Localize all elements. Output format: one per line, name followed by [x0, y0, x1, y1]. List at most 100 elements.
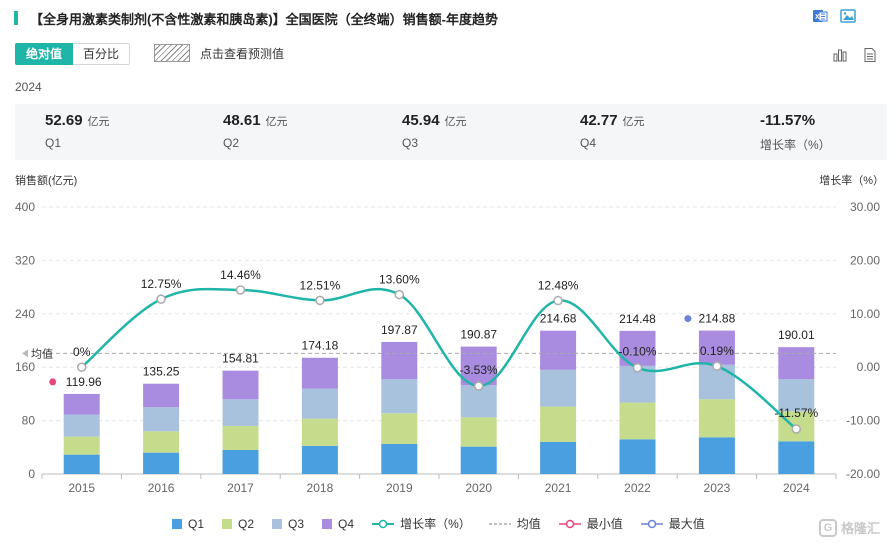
y-tick-label: 320: [15, 253, 35, 267]
y2-tick-label: -20.00: [846, 467, 880, 481]
bar-q4: [381, 341, 418, 380]
chart-title: 【全身用激素类制剂(不含性激素和胰岛素)】全国医院（全终端）销售额-年度趋势: [30, 11, 498, 27]
legend-q3[interactable]: Q3: [272, 517, 304, 531]
x-tick-label: 2021: [545, 481, 572, 495]
value-mode-toggle: 绝对值 百分比: [15, 43, 131, 65]
growth-label: 12.51%: [300, 278, 341, 292]
summary-unit: 亿元: [622, 116, 645, 128]
view-switcher: [832, 47, 878, 63]
y-axis-title: 销售额(亿元): [15, 175, 78, 187]
bar-q2: [698, 399, 735, 438]
bar-q2: [619, 402, 656, 440]
bar-q4: [222, 370, 259, 400]
bar-q1: [778, 441, 815, 474]
forecast-label: 点击查看预测值: [200, 46, 285, 61]
summary-growth: -11.57% 增长率（%）: [760, 112, 831, 153]
bar-q2: [540, 406, 577, 442]
legend-average[interactable]: 均值: [488, 515, 541, 532]
percentage-button[interactable]: 百分比: [73, 43, 131, 65]
total-label: 154.81: [222, 352, 259, 366]
y-tick-label: 80: [22, 414, 36, 428]
bar-q3: [301, 388, 338, 419]
bar-q1: [540, 441, 577, 474]
summary-value: 45.94: [402, 112, 440, 129]
growth-point: [712, 361, 722, 371]
legend-min[interactable]: 最小值: [558, 515, 623, 532]
x-tick-label: 2017: [227, 481, 254, 495]
summary-year: 2024: [15, 80, 42, 94]
bar-q1: [698, 437, 735, 474]
bar-q2: [143, 431, 180, 453]
bar-q4: [778, 347, 815, 380]
legend-min-swatch: [558, 519, 581, 528]
growth-point: [76, 362, 87, 372]
y2-tick-label: 10.00: [850, 307, 880, 321]
growth-point: [315, 295, 325, 306]
y-tick-label: 0: [28, 467, 35, 481]
legend-label: 最大值: [668, 517, 705, 531]
bar-q2: [460, 417, 497, 447]
growth-label: 12.48%: [538, 279, 579, 293]
legend-q1[interactable]: Q1: [172, 517, 204, 531]
forecast-hatch-icon: [154, 44, 190, 62]
legend-label: Q2: [238, 516, 255, 531]
title-actions: X: [812, 8, 856, 24]
growth-point: [235, 285, 246, 295]
total-label: 190.87: [460, 328, 497, 342]
legend-swatch: [222, 518, 233, 529]
excel-export-icon[interactable]: X: [812, 8, 828, 24]
bar-q3: [63, 414, 100, 437]
bar-chart-view-icon[interactable]: [832, 47, 848, 63]
legend-growth[interactable]: 增长率（%）: [372, 515, 471, 532]
summary-q3: 45.94 亿元 Q3: [402, 112, 467, 150]
forecast-toggle[interactable]: 点击查看预测值: [154, 44, 284, 62]
legend-label: Q1: [188, 516, 205, 531]
bar-q3: [143, 407, 180, 432]
bar-q1: [63, 454, 100, 474]
bar-q1: [381, 443, 418, 474]
total-label: 135.25: [143, 365, 180, 379]
growth-label: 0%: [73, 345, 91, 359]
growth-point: [473, 381, 484, 391]
average-label: 均值: [31, 347, 53, 360]
y-tick-label: 160: [15, 360, 35, 374]
bar-q4: [540, 330, 577, 370]
x-tick-label: 2023: [704, 481, 731, 495]
legend-label: Q4: [338, 516, 355, 531]
absolute-value-button[interactable]: 绝对值: [15, 43, 74, 65]
growth-label: 0.19%: [700, 344, 734, 358]
y2-axis-title: 增长率（%）: [819, 175, 884, 187]
total-label: 190.01: [778, 328, 815, 342]
bar-q3: [381, 379, 418, 414]
svg-text:X: X: [815, 14, 820, 21]
summary-value: 48.61: [223, 112, 261, 129]
x-tick-label: 2020: [465, 481, 492, 495]
total-label: 214.68: [540, 312, 577, 326]
legend-q2[interactable]: Q2: [222, 517, 254, 531]
total-label: 174.18: [302, 339, 339, 353]
bar-q2: [63, 436, 100, 455]
bar-q1: [143, 452, 180, 474]
legend-max-swatch: [640, 519, 663, 528]
legend-max[interactable]: 最大值: [640, 515, 705, 532]
table-view-icon[interactable]: [862, 47, 878, 63]
growth-point: [394, 289, 405, 300]
x-tick-label: 2024: [783, 481, 810, 495]
legend-q4[interactable]: Q4: [322, 517, 354, 531]
bar-q1: [222, 449, 259, 474]
watermark-text: 格隆汇: [840, 521, 880, 536]
sales-trend-chart: 0 80 160 240 320 400 -20.00 -10.00 0.00 10.00 20.0…: [15, 200, 880, 495]
growth-label: 12.75%: [141, 277, 182, 291]
watermark: G 格隆汇: [818, 518, 880, 537]
summary-q4: 42.77 亿元 Q4: [580, 112, 645, 150]
image-export-icon[interactable]: [840, 8, 856, 24]
summary-unit: 亿元: [265, 116, 288, 128]
growth-point: [156, 294, 166, 304]
summary-q1: 52.69 亿元 Q1: [45, 112, 110, 150]
total-label: 197.87: [381, 323, 418, 337]
growth-point: [553, 295, 563, 306]
summary-value: 52.69: [45, 112, 83, 129]
y-tick-label: 400: [15, 200, 35, 214]
bar-q4: [698, 330, 735, 365]
summary-unit: 亿元: [444, 116, 467, 128]
